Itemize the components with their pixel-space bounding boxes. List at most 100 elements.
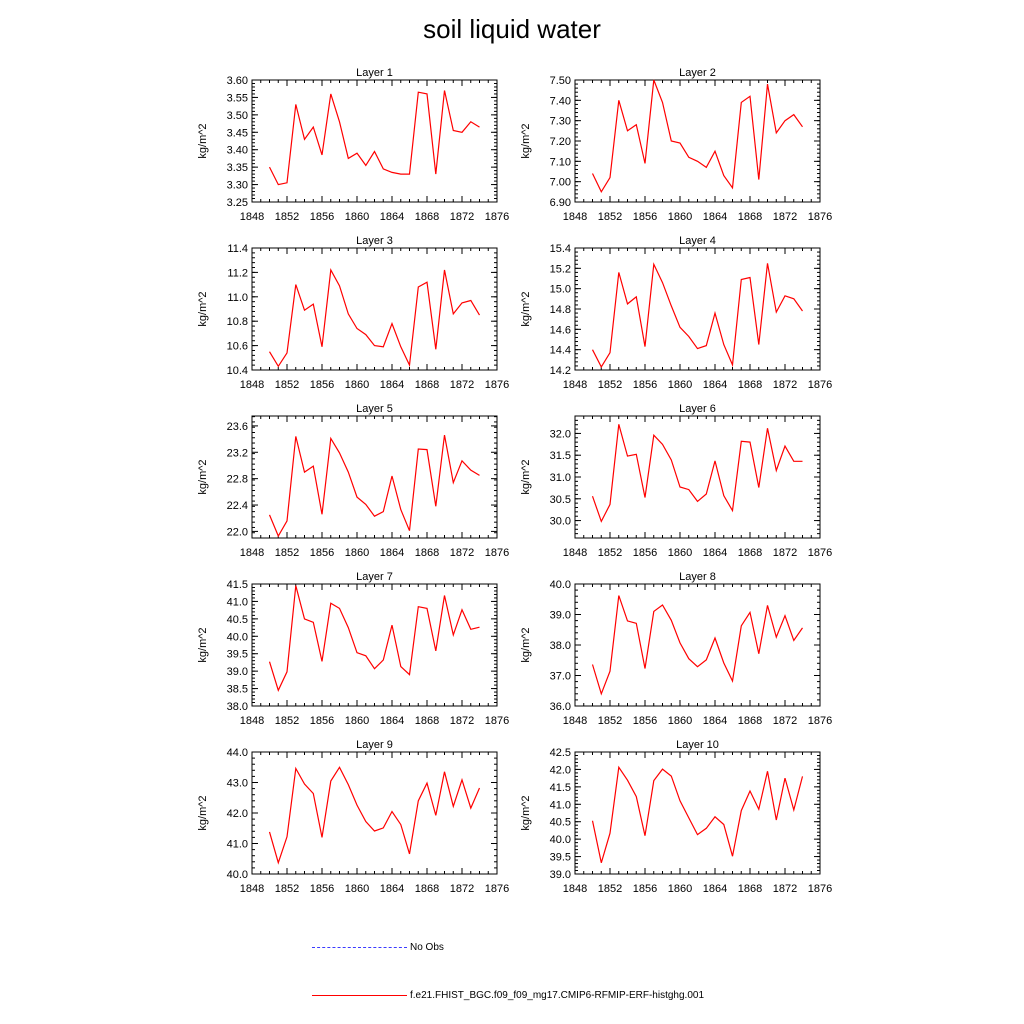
series-line <box>268 268 481 368</box>
y-tick-label: 7.10 <box>550 156 571 168</box>
y-tick-label: 23.2 <box>227 447 248 459</box>
x-tick-label: 1868 <box>415 379 439 391</box>
x-tick-label: 1872 <box>450 379 474 391</box>
x-tick-label: 1864 <box>703 211 727 223</box>
panel-10: Layer 10 kg/m^2 1848 1852 1856 1860 1864 1868 18… <box>520 739 832 895</box>
y-axis-label: kg/m^2 <box>197 459 209 494</box>
x-tick-label: 1852 <box>598 715 622 727</box>
x-tick-label: 1868 <box>738 379 762 391</box>
y-tick-label: 36.0 <box>550 701 571 713</box>
y-axis-label: kg/m^2 <box>197 795 209 830</box>
y-tick-label: 38.0 <box>550 640 571 652</box>
y-tick-label: 42.0 <box>227 808 248 820</box>
y-tick-label: 41.0 <box>227 839 248 851</box>
plot-frame <box>574 247 821 371</box>
y-axis-label: kg/m^2 <box>520 459 532 494</box>
x-tick-label: 1868 <box>415 883 439 895</box>
y-tick-label: 40.0 <box>550 834 571 846</box>
panel-title: Layer 2 <box>679 67 716 79</box>
x-tick-label: 1860 <box>668 211 692 223</box>
x-tick-label: 1872 <box>773 379 797 391</box>
series-line <box>591 262 803 369</box>
series-line <box>591 595 803 696</box>
y-tick-label: 22.8 <box>227 474 248 486</box>
y-tick-label: 42.5 <box>550 747 571 759</box>
x-tick-label: 1860 <box>345 379 369 391</box>
y-tick-label: 15.4 <box>550 243 571 255</box>
x-tick-label: 1864 <box>380 211 404 223</box>
legend-obs: No Obs <box>312 942 444 953</box>
x-tick-label: 1860 <box>668 547 692 559</box>
x-tick-label: 1848 <box>563 211 587 223</box>
x-tick-label: 1872 <box>450 883 474 895</box>
y-axis-label: kg/m^2 <box>520 123 532 158</box>
y-tick-label: 3.50 <box>227 110 248 122</box>
y-tick-label: 6.90 <box>550 197 571 209</box>
panel-title: Layer 6 <box>679 403 716 415</box>
y-tick-label: 7.50 <box>550 75 571 87</box>
y-tick-label: 3.45 <box>227 127 248 139</box>
panel-title: Layer 7 <box>356 571 393 583</box>
legend-model-label: f.e21.FHIST_BGC.f09_f09_mg17.CMIP6-RFMIP… <box>410 990 705 1001</box>
y-tick-label: 32.0 <box>550 428 571 440</box>
y-tick-label: 40.0 <box>227 631 248 643</box>
x-tick-label: 1848 <box>240 211 264 223</box>
x-tick-label: 1856 <box>633 715 657 727</box>
x-tick-label: 1856 <box>310 211 334 223</box>
series-line <box>268 585 480 692</box>
y-axis-label: kg/m^2 <box>520 795 532 830</box>
x-tick-label: 1856 <box>633 547 657 559</box>
x-tick-label: 1852 <box>275 211 299 223</box>
y-tick-label: 11.0 <box>227 292 248 304</box>
x-tick-label: 1860 <box>345 883 369 895</box>
x-tick-label: 1872 <box>450 211 474 223</box>
x-tick-label: 1848 <box>240 883 264 895</box>
y-tick-label: 14.2 <box>550 365 571 377</box>
x-tick-label: 1860 <box>345 547 369 559</box>
plot-frame <box>251 247 498 371</box>
x-tick-label: 1856 <box>633 379 657 391</box>
y-tick-label: 3.40 <box>227 145 248 157</box>
y-tick-label: 10.4 <box>227 365 248 377</box>
y-tick-label: 38.0 <box>227 701 248 713</box>
x-tick-label: 1868 <box>415 715 439 727</box>
y-tick-label: 3.35 <box>227 162 248 174</box>
y-tick-label: 31.0 <box>550 472 571 484</box>
panel-title: Layer 1 <box>356 67 393 79</box>
y-tick-label: 41.5 <box>227 579 248 591</box>
panel-title: Layer 5 <box>356 403 393 415</box>
y-tick-label: 39.0 <box>227 666 248 678</box>
x-tick-label: 1864 <box>380 883 404 895</box>
x-tick-label: 1848 <box>240 547 264 559</box>
series-line <box>591 79 803 194</box>
x-tick-label: 1852 <box>275 547 299 559</box>
y-tick-label: 7.30 <box>550 116 571 128</box>
x-tick-label: 1848 <box>563 547 587 559</box>
x-tick-label: 1868 <box>415 547 439 559</box>
y-tick-label: 44.0 <box>227 747 248 759</box>
panel-title: Layer 3 <box>356 235 393 247</box>
plot-frame <box>251 415 498 539</box>
x-tick-label: 1864 <box>703 379 727 391</box>
x-tick-label: 1852 <box>275 715 299 727</box>
x-tick-label: 1868 <box>415 211 439 223</box>
panel-title: Layer 8 <box>679 571 716 583</box>
series-line <box>591 765 804 863</box>
x-tick-label: 1848 <box>240 379 264 391</box>
y-tick-label: 22.4 <box>227 500 248 512</box>
y-tick-label: 41.0 <box>227 596 248 608</box>
x-tick-label: 1856 <box>310 883 334 895</box>
x-tick-label: 1856 <box>633 211 657 223</box>
x-tick-label: 1856 <box>633 883 657 895</box>
x-tick-label: 1872 <box>773 211 797 223</box>
y-tick-label: 3.60 <box>227 75 248 87</box>
y-axis-label: kg/m^2 <box>197 627 209 662</box>
x-tick-label: 1848 <box>563 379 587 391</box>
x-tick-label: 1848 <box>563 883 587 895</box>
y-tick-label: 14.4 <box>550 345 571 357</box>
panel-5: Layer 5 kg/m^2 1848 1852 1856 1860 1864 1868 187… <box>197 403 509 559</box>
panel-3: Layer 3 kg/m^2 1848 1852 1856 1860 1864 1868 187… <box>197 235 509 391</box>
y-tick-label: 10.8 <box>227 316 248 328</box>
x-tick-label: 1852 <box>598 547 622 559</box>
